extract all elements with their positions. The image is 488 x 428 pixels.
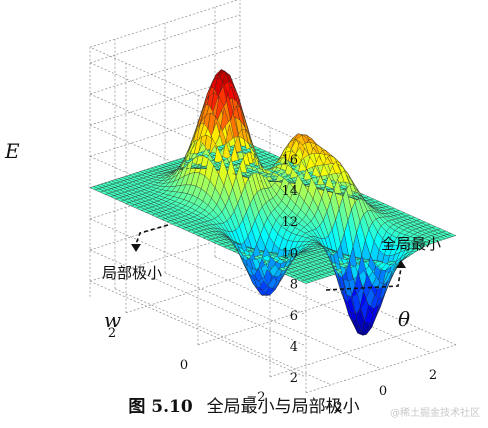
z-tick-label: 16 <box>281 153 298 168</box>
grid-line <box>214 256 432 354</box>
x-tick-label: −2 <box>323 400 342 415</box>
global-minimum-label: 全局最小 <box>381 235 441 253</box>
global-minimum-annotation: 全局最小 <box>325 235 441 291</box>
y-tick-label: −2 <box>246 390 265 405</box>
y-tick-label: 0 <box>180 358 188 373</box>
energy-surface <box>89 69 457 336</box>
z-tick-label: 10 <box>281 246 298 261</box>
grid-line <box>197 296 349 346</box>
surface-cell <box>357 331 367 336</box>
z-tick-label: 12 <box>281 215 298 230</box>
y-tick-label: 2 <box>108 326 116 341</box>
x-tick-label: 0 <box>379 384 387 399</box>
local-minimum-annotation: 局部极小 <box>102 224 169 282</box>
surface-cell <box>261 294 271 296</box>
grid-line <box>164 272 382 370</box>
z-tick-label: 6 <box>290 309 298 324</box>
axis-ticks: 2 4 6 8 10 12 14 16 −2 0 2 2 0 −2 <box>108 153 437 415</box>
local-minimum-label: 局部极小 <box>102 264 162 282</box>
z-tick-label: 2 <box>290 371 298 386</box>
z-tick-label: 14 <box>281 184 298 199</box>
grid-line <box>114 288 332 386</box>
y-axis-label: w <box>104 308 121 332</box>
x-tick-label: 2 <box>429 368 437 383</box>
x-axis-label: θ <box>398 307 410 331</box>
z-tick-label: 8 <box>290 278 298 293</box>
watermark: @稀土掘金技术社区 <box>390 408 480 419</box>
global-minimum-arrowhead <box>396 260 406 268</box>
caption-number: 图 5.10 <box>128 397 193 417</box>
local-minimum-arrow <box>135 224 169 245</box>
z-tick-label: 4 <box>290 340 298 355</box>
grid-line <box>89 46 307 144</box>
surface-cell <box>272 181 282 183</box>
figure-caption: 图 5.10 全局最小与局部极小 <box>0 392 488 417</box>
caption-text: 全局最小与局部极小 <box>206 397 360 417</box>
local-minimum-arrowhead <box>131 244 141 252</box>
grid-line <box>89 249 307 347</box>
z-axis-label: E <box>4 139 20 163</box>
surface-cell <box>300 280 311 284</box>
grid-line <box>89 280 307 378</box>
global-minimum-arrow <box>325 267 402 291</box>
